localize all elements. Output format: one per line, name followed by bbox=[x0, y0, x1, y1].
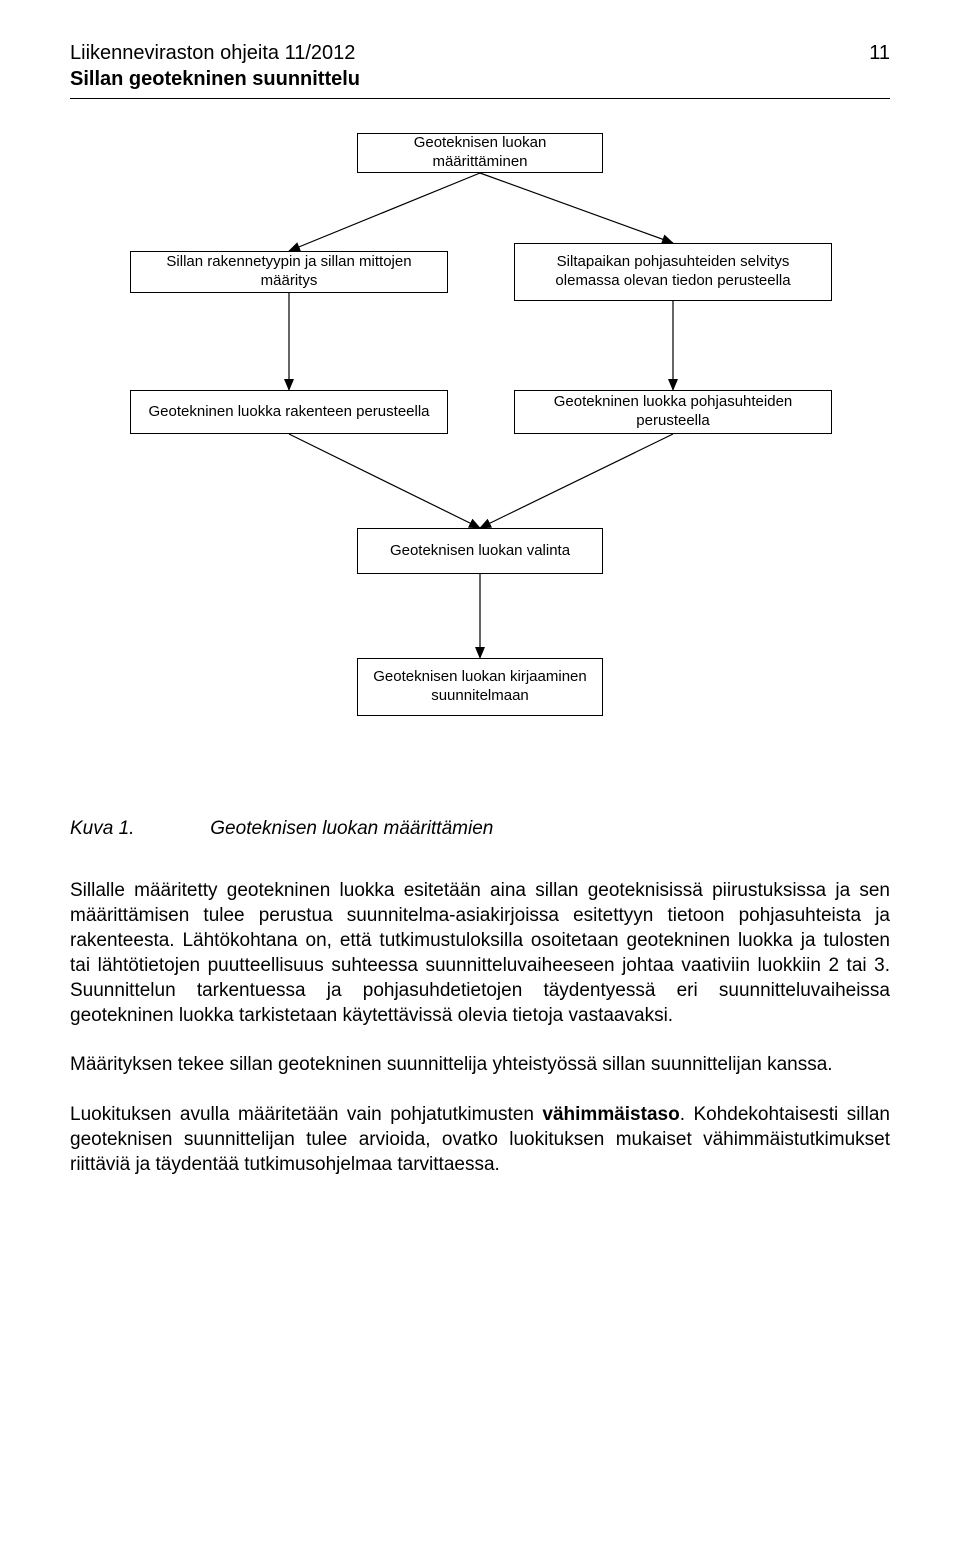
header-divider bbox=[70, 98, 890, 99]
p3-before-bold: Luokituksen avulla määritetään vain pohj… bbox=[70, 1104, 542, 1125]
paragraph-1: Sillalle määritetty geotekninen luokka e… bbox=[70, 878, 890, 1028]
caption-text: Geoteknisen luokan määrittämien bbox=[210, 818, 493, 839]
paragraph-3: Luokituksen avulla määritetään vain pohj… bbox=[70, 1102, 890, 1177]
flowchart-edge-4 bbox=[289, 434, 480, 528]
body-text: Sillalle määritetty geotekninen luokka e… bbox=[70, 878, 890, 1177]
flowchart-edge-1 bbox=[480, 173, 673, 243]
flowchart-node-n5: Geotekninen luokka pohjasuhteiden perust… bbox=[514, 390, 832, 434]
page-header: Liikenneviraston ohjeita 11/2012 Sillan … bbox=[70, 40, 890, 92]
figure-caption: Kuva 1. Geoteknisen luokan määrittämien bbox=[70, 818, 890, 840]
paragraph-2: Määrityksen tekee sillan geotekninen suu… bbox=[70, 1052, 890, 1077]
flowchart-node-n6: Geoteknisen luokan valinta bbox=[357, 528, 603, 574]
page-number: 11 bbox=[869, 40, 890, 66]
flowchart: Geoteknisen luokan määrittäminen Sillan r… bbox=[110, 133, 850, 778]
caption-label: Kuva 1. bbox=[70, 818, 205, 840]
flowchart-node-n7: Geoteknisen luokan kirjaaminen suunnitel… bbox=[357, 658, 603, 716]
flowchart-edge-0 bbox=[289, 173, 480, 251]
flowchart-node-n1: Geoteknisen luokan määrittäminen bbox=[357, 133, 603, 173]
header-series: Liikenneviraston ohjeita 11/2012 bbox=[70, 40, 360, 66]
header-title: Sillan geotekninen suunnittelu bbox=[70, 66, 360, 92]
p3-bold: vähimmäistaso bbox=[542, 1104, 679, 1125]
flowchart-node-n2: Sillan rakennetyypin ja sillan mittojen … bbox=[130, 251, 448, 293]
flowchart-edge-5 bbox=[480, 434, 673, 528]
flowchart-node-n4: Geotekninen luokka rakenteen perusteella bbox=[130, 390, 448, 434]
flowchart-node-n3: Siltapaikan pohjasuhteiden selvitys olem… bbox=[514, 243, 832, 301]
header-left: Liikenneviraston ohjeita 11/2012 Sillan … bbox=[70, 40, 360, 92]
